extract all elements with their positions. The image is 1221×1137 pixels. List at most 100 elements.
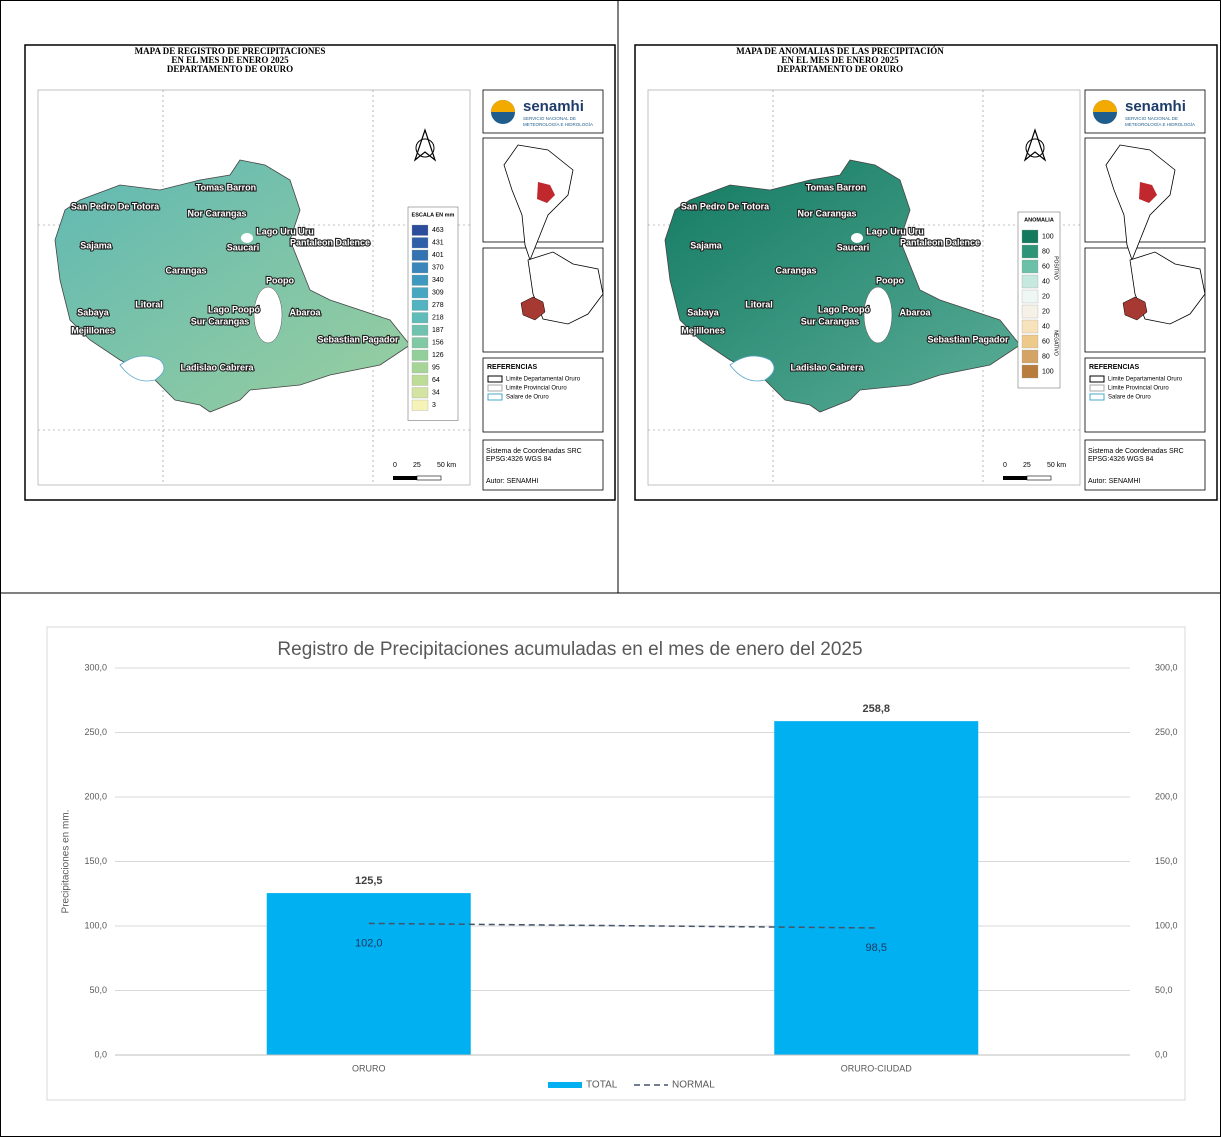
legend-value: 3 [432,402,436,409]
y2-tick-label: 0,0 [1155,1049,1168,1059]
legend-group: POSITIVO [1053,256,1059,280]
place-label: Pantaleon Dalence [900,237,980,247]
y2-tick-label: 50,0 [1155,985,1173,995]
scale-label: 25 [413,462,421,469]
map: MAPA DE ANOMALIAS DE LAS PRECIPITACIÓNEN… [634,44,1218,501]
crs-text: Sistema de Coordenadas SRC [1088,448,1184,455]
place-label: Nor Carangas [797,208,856,218]
north-arrow-ring [415,138,435,158]
chart-frame [46,626,1186,1101]
y-tick-label: 300,0 [84,662,107,672]
legend-value: 20 [1042,293,1050,300]
scale-label: 0 [393,462,397,469]
legend-value: 64 [432,377,440,384]
map-title: DEPARTAMENTO DE ORURO [777,64,903,74]
place-label: Litoral [135,299,163,309]
map-title: EN EL MES DE ENERO 2025 [781,55,899,65]
place-label: Carangas [775,265,816,275]
legend-value: 218 [432,315,444,322]
reference-swatch [487,375,503,383]
lake-poopo [863,286,893,344]
legend-swatch [1021,319,1039,334]
place-label: Lago Uru Uru [866,226,924,236]
y-tick-label: 200,0 [84,791,107,801]
legend-swatch [411,312,429,324]
logo-name: senamhi [523,98,584,115]
scale-bar [1026,475,1052,481]
place-label: Mejillones [71,325,115,335]
place-label: Ladislao Cabrera [790,362,864,372]
place-label: San Pedro De Totora [681,201,770,211]
legend-value: 40 [1042,323,1050,330]
place-label: Saucari [227,242,260,252]
legend-label: NORMAL [672,1080,715,1091]
reference-swatch [1089,384,1105,392]
side-panel [482,357,604,433]
place-label: San Pedro De Totora [71,201,160,211]
legend-value: 100 [1042,233,1054,240]
legend-swatch [411,362,429,374]
y2-tick-label: 200,0 [1155,791,1178,801]
place-label: Sur Carangas [801,316,860,326]
reference-item: Limite Departamental Oruro [506,377,581,383]
legend-swatch [411,274,429,286]
reference-item: Salare de Oruro [506,395,549,401]
reference-item: Limite Departamental Oruro [1108,377,1183,383]
legend-swatch [411,224,429,236]
legend-title: ANOMALIA [1024,217,1054,223]
legend-value: 463 [432,227,444,234]
legend-swatch [1021,334,1039,349]
place-label: Pantaleon Dalence [290,237,370,247]
north-arrow [1023,128,1047,162]
place-label: Sabaya [77,307,110,317]
place-label: Mejillones [681,325,725,335]
place-label: Abaroa [899,307,931,317]
line-value-label: 98,5 [866,942,887,954]
side-panel [482,439,604,491]
legend-value: 309 [432,290,444,297]
reference-swatch [487,384,503,392]
legend-label: TOTAL [586,1080,618,1091]
chart-title: Registro de Precipitaciones acumuladas e… [277,639,862,660]
legend-swatch [411,337,429,349]
side-panel [1084,357,1206,433]
y2-tick-label: 100,0 [1155,920,1178,930]
legend-value: 80 [1042,248,1050,255]
south-america [1105,144,1176,262]
legend-title: ESCALA EN mm [412,212,455,218]
reference-item: Salare de Oruro [1108,395,1151,401]
x-tick-label: ORURO-CIUDAD [841,1063,912,1073]
logo-mark-accent [1093,100,1117,112]
y2-tick-label: 300,0 [1155,662,1178,672]
legend-value: 156 [432,340,444,347]
legend-value: 80 [1042,353,1050,360]
reference-item: Limite Provincial Oruro [506,386,567,392]
lake-uru-uru [851,233,863,243]
map-title: EN EL MES DE ENERO 2025 [171,55,289,65]
y-tick-label: 250,0 [84,727,107,737]
bar-value-label: 258,8 [862,703,890,715]
author: Autor: SENAMHI [486,478,539,485]
logo-subtitle: METEOROLOGÍA E HIDROLOGÍA [523,121,593,127]
legend-value: 340 [432,277,444,284]
y-tick-label: 50,0 [89,985,107,995]
legend-swatch [411,237,429,249]
line [368,922,877,929]
y2-tick-label: 250,0 [1155,727,1178,737]
legend-group: NEGATIVO [1053,330,1059,356]
scale-label: 0 [1003,462,1007,469]
line-value-label: 102,0 [355,937,383,949]
bolivia-highlight [537,182,555,203]
legend-value: 370 [432,265,444,272]
references-title: REFERENCIAS [1089,364,1140,371]
map-area [37,89,471,486]
logo-subtitle: SERVICIO NACIONAL DE [1125,116,1178,121]
lake-poopo [253,286,283,344]
x-tick-label: ORURO [352,1063,386,1073]
legend-value: 40 [1042,278,1050,285]
north-arrow-ring [1025,138,1045,158]
place-label: Poopo [876,275,904,285]
place-label: Carangas [165,265,206,275]
map-area [647,89,1081,486]
